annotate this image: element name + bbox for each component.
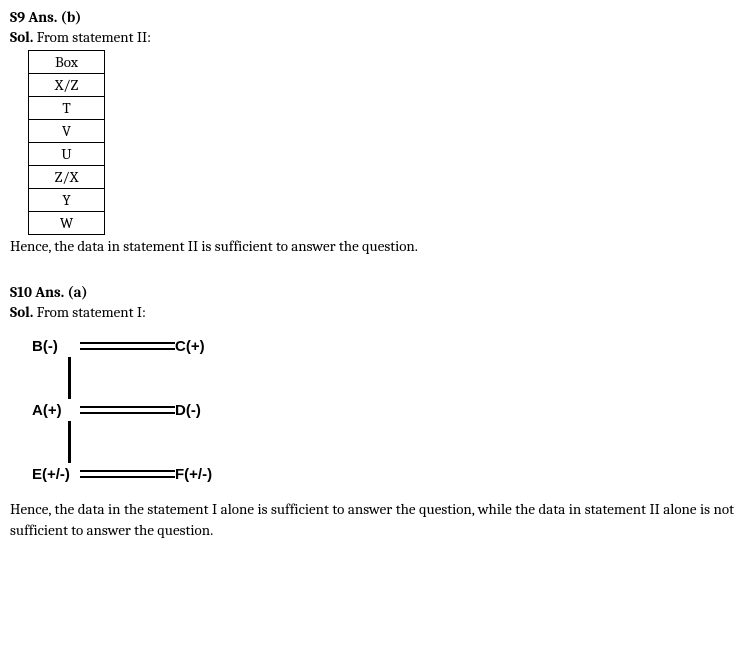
s10-sol-label: Sol. (10, 303, 33, 321)
generation-line-icon (68, 357, 71, 399)
table-cell: T (29, 97, 105, 120)
spacer (10, 255, 734, 283)
s9-block: S9 Ans. (b) Sol. From statement II: Box … (10, 8, 734, 255)
s9-heading: S9 Ans. (b) (10, 8, 734, 26)
tree-row-1: B(-) C(+) (32, 335, 252, 357)
node-f: F(+/-) (175, 466, 221, 483)
marriage-line-icon (80, 406, 175, 414)
table-cell: Y (29, 189, 105, 212)
table-cell: Z/X (29, 166, 105, 189)
node-b: B(-) (32, 338, 78, 355)
marriage-line-icon (80, 470, 175, 478)
s10-sol-line: Sol. From statement I: (10, 303, 734, 321)
generation-line-icon (68, 421, 71, 463)
tree-row-3: E(+/-) F(+/-) (32, 463, 252, 485)
tree-row-2: A(+) D(-) (32, 399, 252, 421)
node-c: C(+) (175, 338, 221, 355)
node-d: D(-) (175, 402, 221, 419)
s9-sol-label: Sol. (10, 28, 33, 46)
table-cell: U (29, 143, 105, 166)
s9-sol-text: From statement II: (33, 28, 151, 46)
s10-block: S10 Ans. (a) Sol. From statement I: B(-)… (10, 283, 734, 541)
s9-sol-line: Sol. From statement II: (10, 28, 734, 46)
s10-sol-text: From statement I: (33, 303, 146, 321)
marriage-line-icon (80, 342, 175, 350)
table-cell: W (29, 212, 105, 235)
table-cell: X/Z (29, 74, 105, 97)
s9-conclusion: Hence, the data in statement II is suffi… (10, 237, 734, 255)
s10-heading: S10 Ans. (a) (10, 283, 734, 301)
family-tree-diagram: B(-) C(+) A(+) D(-) E(+/-) F(+/-) (32, 335, 252, 485)
s9-table: Box X/Z T V U Z/X Y W (28, 50, 105, 235)
node-e: E(+/-) (32, 466, 78, 483)
table-header-cell: Box (29, 51, 105, 74)
node-a: A(+) (32, 402, 78, 419)
s10-conclusion: Hence, the data in the statement I alone… (10, 499, 734, 541)
table-cell: V (29, 120, 105, 143)
